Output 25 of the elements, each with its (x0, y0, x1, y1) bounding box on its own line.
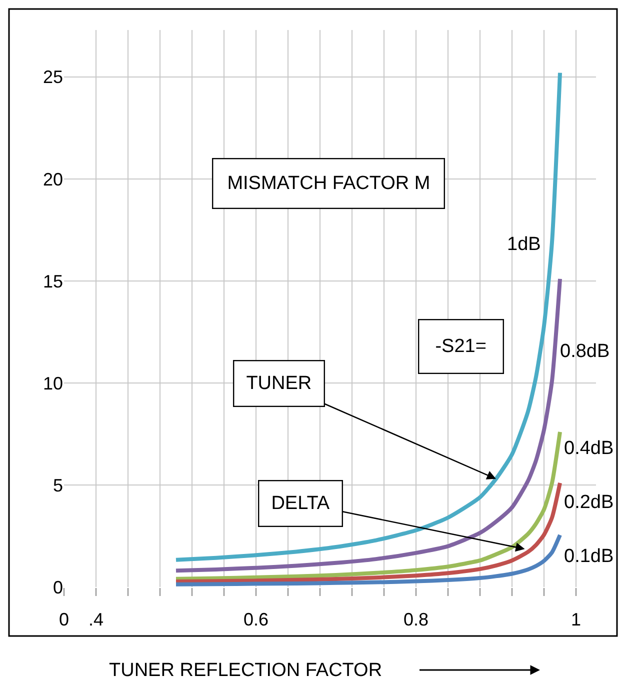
y-tick-label: 20 (42, 169, 63, 190)
series-label: 0.8dB (560, 341, 610, 362)
y-tick-label: 25 (42, 67, 63, 88)
line-series (174, 70, 562, 562)
y-tick-label: 5 (52, 475, 63, 496)
annotation: MISMATCH FACTOR M (227, 173, 430, 194)
x-tick-label: 1 (570, 610, 582, 630)
x-tick-label: 0.8 (403, 610, 429, 630)
series-label: 0.1dB (564, 546, 614, 567)
line-series (174, 430, 562, 581)
y-tick-label: 10 (42, 373, 63, 394)
y-tick-label: 0 (52, 577, 63, 598)
x-tick-label: .4 (88, 610, 104, 630)
line-series (174, 276, 562, 573)
series-label: 0.2dB (564, 492, 614, 513)
annotation: DELTA (271, 493, 330, 514)
line-series (174, 480, 562, 584)
series-label: 1dB (507, 234, 541, 255)
x-axis-title: TUNER REFLECTION FACTOR (109, 660, 382, 681)
x-tick-label: 0.6 (243, 610, 269, 630)
series-label: 0.4dB (564, 438, 614, 459)
y-tick-label: 15 (42, 271, 63, 292)
annotation: TUNER (246, 373, 312, 394)
line-series (174, 532, 562, 586)
annotation: -S21= (435, 336, 486, 358)
